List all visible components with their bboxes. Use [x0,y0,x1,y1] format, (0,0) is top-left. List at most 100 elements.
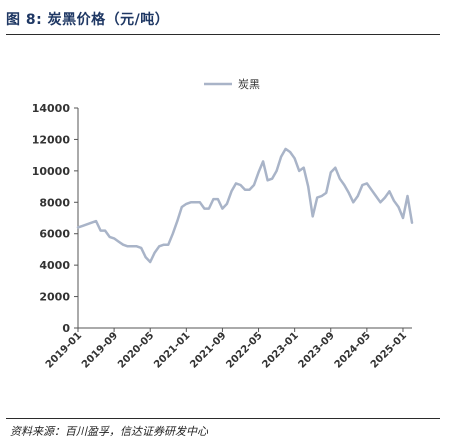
data-point [126,245,129,248]
data-point [384,196,386,199]
data-point [397,206,400,208]
bottom-rule [6,418,440,419]
x-tick-label: 2021-01 [152,330,192,370]
data-point [379,201,382,204]
data-point [289,151,291,153]
data-point [352,201,355,204]
data-point [262,160,264,163]
data-point [366,182,368,185]
y-tick-label: 4000 [39,259,70,272]
y-tick-label: 14000 [32,102,71,115]
data-point [217,198,219,201]
data-point [144,256,147,259]
data-point [113,237,115,240]
data-point [185,203,188,205]
data-point [239,184,242,186]
data-point [167,243,170,246]
data-point [411,221,413,224]
data-point [180,206,183,208]
x-tick-label: 2023-09 [297,330,337,370]
data-point [244,188,246,191]
x-tick-label: 2023-01 [261,330,301,370]
data-point [298,170,301,172]
data-point [302,166,305,169]
data-point [153,251,156,254]
data-point [122,243,124,246]
y-axis: 0 2000 4000 6000 8000 10000 12000 14000 [32,102,79,335]
source-note: 资料来源：百川盈孚，信达证券研发中心 [10,425,208,438]
series-layer [76,147,414,264]
data-point [230,190,233,193]
data-point [162,243,165,246]
data-point [158,245,161,248]
data-point [257,171,260,174]
data-point [77,226,79,229]
data-point [248,188,251,191]
data-point [271,177,273,180]
data-point [199,201,201,204]
data-point [189,201,192,204]
data-point [131,245,134,248]
data-point [176,220,179,223]
x-tick-label: 2019-01 [44,330,84,370]
data-point [221,207,224,210]
data-point [235,182,237,185]
legend-label: 炭黑 [238,78,260,91]
data-point [316,196,319,199]
y-tick-label: 10000 [32,165,71,178]
data-point [95,220,97,223]
data-point [140,247,143,249]
x-tick-label: 2022-05 [224,330,264,370]
data-point [356,195,359,197]
data-point [275,170,278,172]
data-point [334,166,337,169]
x-axis: 2019-012019-092020-052021-012021-092022-… [44,327,412,371]
data-point [338,177,341,180]
data-point [135,245,138,248]
data-point [149,261,152,263]
x-tick-label: 2020-05 [116,330,156,370]
y-tick-label: 6000 [39,228,70,241]
data-point [393,199,395,202]
data-point [402,217,404,219]
data-point [208,207,210,210]
y-tick-label: 12000 [32,133,71,146]
data-point [90,221,93,224]
data-point [171,232,174,235]
y-tick-label: 2000 [39,291,70,304]
data-point [253,184,255,186]
data-point [343,184,346,186]
y-tick-label: 8000 [39,196,70,209]
figure-title: 图 8: 炭黑价格（元/吨） [6,12,170,28]
x-tick-label: 2024-05 [333,330,373,370]
x-tick-label: 2025-01 [369,330,409,370]
y-tick-label: 0 [62,322,70,335]
x-tick-label: 2019-09 [80,330,120,370]
data-point [293,157,296,160]
data-point [203,207,206,210]
x-tick-label: 2021-09 [188,330,228,370]
data-point [226,203,228,205]
data-point [284,148,287,150]
data-point [406,195,409,197]
data-point [212,198,215,201]
data-point [361,184,364,186]
data-point [370,188,373,191]
data-point [280,155,282,158]
top-rule [6,34,440,35]
data-point [104,229,106,232]
series-line [76,147,414,264]
data-point [320,195,323,197]
data-point [375,195,377,197]
data-point [81,225,84,227]
data-point [117,240,120,243]
data-point [266,179,269,182]
data-point [194,201,197,204]
legend: 炭黑 [204,78,260,91]
data-point [99,229,102,232]
data-point [325,192,328,194]
data-point [329,171,332,174]
data-point [347,192,350,194]
data-point [311,215,314,218]
